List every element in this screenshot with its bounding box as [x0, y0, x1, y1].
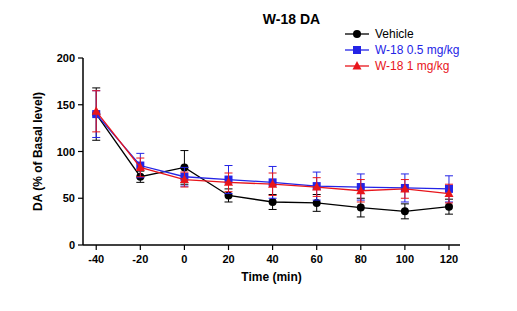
data-point: [92, 106, 101, 115]
error-bar: [92, 88, 100, 140]
x-axis: [83, 244, 460, 246]
x-tick-label: 120: [440, 253, 458, 265]
data-point: [224, 177, 233, 186]
x-tick: [316, 245, 317, 250]
title: W-18 DA: [263, 11, 320, 27]
x-tick-label: 60: [311, 253, 323, 265]
x-tick: [184, 245, 185, 250]
y-tick-label: 100: [57, 146, 75, 158]
x-axis-label: Time (min): [241, 270, 301, 284]
y-tick: [78, 151, 83, 152]
legend: Vehicle W-18 0.5 mg/kg W-18 1 mg/kg: [345, 27, 459, 73]
x-tick: [140, 245, 141, 250]
data-point: [356, 186, 365, 195]
data-point: [445, 203, 453, 211]
x-tick: [272, 245, 273, 250]
error-bar: [401, 174, 409, 202]
data-point: [313, 199, 321, 207]
error-bar: [401, 204, 409, 219]
x-tick-label: 40: [266, 253, 278, 265]
x-tick-label: -20: [132, 253, 148, 265]
y-tick-label: 150: [57, 99, 75, 111]
x-tick-label: 0: [181, 253, 187, 265]
x-tick: [360, 245, 361, 250]
data-point: [268, 179, 277, 188]
y-tick-label: 0: [69, 239, 75, 251]
y-tick-label: 200: [57, 52, 75, 64]
chart: W-18 DA 0 50 100 150 200 -40 -20 0 20 40 60 80 100 120…: [0, 0, 517, 311]
y-tick: [78, 198, 83, 199]
data-point: [401, 207, 409, 215]
x-tick-label: 20: [222, 253, 234, 265]
y-axis-label: DA (% of Basal level): [31, 92, 45, 211]
data-point: [269, 198, 277, 206]
x-tick: [96, 245, 97, 250]
error-bar: [225, 166, 233, 194]
y-tick: [78, 57, 83, 58]
data-point: [313, 182, 321, 190]
x-tick: [228, 245, 229, 250]
data-point: [180, 175, 189, 184]
error-bar: [92, 91, 100, 138]
data-point: [401, 184, 409, 192]
error-bar: [445, 176, 453, 202]
y-tick: [78, 104, 83, 105]
legend-marker: [353, 30, 361, 38]
data-point: [444, 189, 453, 198]
error-bar: [136, 158, 144, 177]
y-tick-label: 50: [63, 192, 75, 204]
x-tick: [448, 245, 449, 250]
error-bar: [92, 91, 100, 132]
x-tick: [404, 245, 405, 250]
data-point: [357, 204, 365, 212]
legend-label: Vehicle: [375, 27, 414, 41]
legend-marker: [353, 46, 361, 54]
x-tick-label: 80: [355, 253, 367, 265]
legend-marker: [353, 61, 362, 70]
error-bar: [269, 166, 277, 198]
plot-area: [92, 88, 454, 219]
y-tick: [78, 244, 83, 245]
series-line: [96, 111, 449, 193]
data-point: [312, 182, 321, 191]
error-bar: [313, 172, 321, 200]
x-tick-label: -40: [88, 253, 104, 265]
error-bar: [180, 167, 188, 186]
data-point: [400, 184, 409, 193]
error-bar: [136, 153, 144, 177]
series-line: [96, 114, 449, 211]
legend-label: W-18 1 mg/kg: [375, 59, 449, 73]
data-point: [136, 162, 145, 171]
x-tick-label: 100: [396, 253, 414, 265]
legend-label: W-18 0.5 mg/kg: [375, 43, 459, 57]
